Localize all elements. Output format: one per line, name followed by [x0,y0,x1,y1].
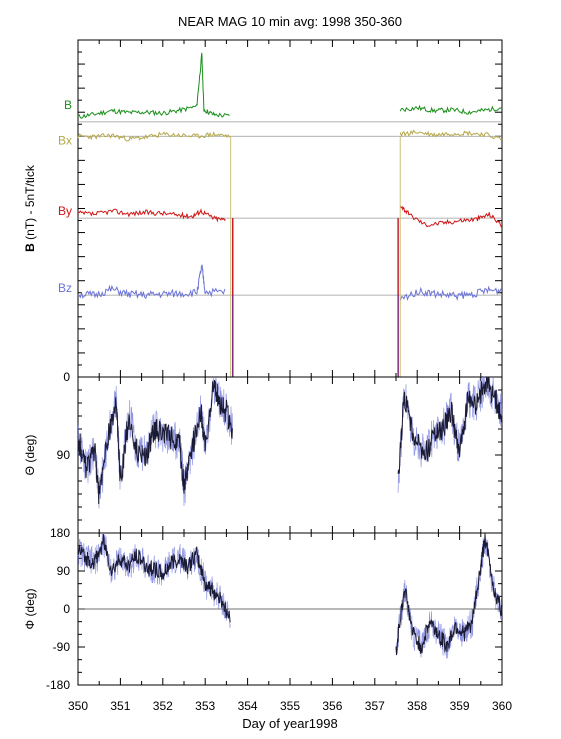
x-tick-label: 353 [195,699,215,713]
theta-main-line [77,376,503,505]
phi-fine-line [77,532,503,659]
x-axis: 350 351 352 353 354 355 356 357 358 359 360 [68,699,512,713]
phi-y-tick-label: -180 [46,678,70,692]
x-tick-label: 357 [365,699,385,713]
theta-y-axis-label: Θ (deg) [23,435,37,476]
x-tick-label: 352 [153,699,173,713]
x-tick-label: 359 [450,699,470,713]
chart-title: NEAR MAG 10 min avg: 1998 350-360 [178,14,402,29]
series-label-b: B [64,98,72,112]
x-axis-label: Day of year1998 [242,716,337,731]
b-y-axis-label: B (nT) - 5nT/tick [23,164,37,252]
x-tick-label: 354 [238,699,258,713]
x-tick-label: 358 [407,699,427,713]
phi-y-tick-label: 90 [57,564,71,578]
series-label-bx: Bx [58,133,72,147]
phi-y-tick-label: 180 [50,526,70,540]
x-tick-label: 350 [68,699,88,713]
b-panel-frame [77,39,503,378]
x-tick-label: 356 [322,699,342,713]
x-tick-label: 355 [280,699,300,713]
phi-panel: 180 90 0 -90 -180 Φ (deg) [23,526,503,692]
series-by-line [77,205,503,228]
b-y-tick-label: 0 [63,370,70,384]
series-bx-line [77,129,503,142]
theta-panel: 90 Θ (deg) [23,376,503,534]
x-tick-label: 351 [110,699,130,713]
theta-y-tick-label: 90 [57,448,71,462]
series-b-line [77,52,503,119]
phi-y-axis-label: Φ (deg) [23,589,37,630]
phi-y-tick-label: -90 [53,640,71,654]
series-bz-line [77,264,503,302]
theta-fine-line [77,376,503,509]
b-field-panel: B Bx By Bz 0 B (nT) - 5nT/tick [23,39,503,384]
phi-y-tick-label: 0 [63,602,70,616]
x-tick-label: 360 [492,699,512,713]
series-label-by: By [58,204,72,218]
series-label-bz: Bz [58,281,72,295]
phi-main-line [77,532,503,656]
